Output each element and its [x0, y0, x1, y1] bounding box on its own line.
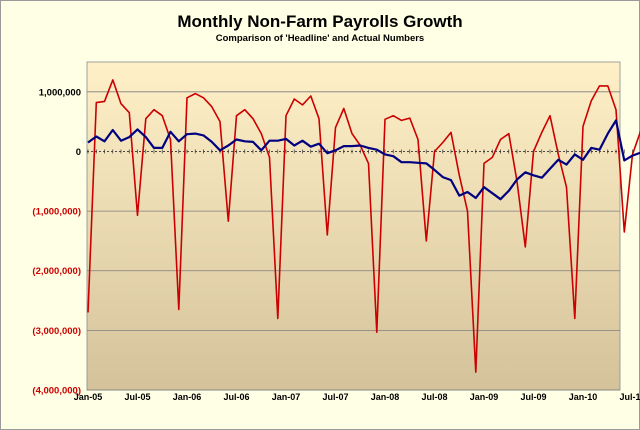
- y-tick-label: 0: [76, 147, 81, 158]
- chart-subtitle: Comparison of 'Headline' and Actual Numb…: [215, 33, 425, 44]
- y-tick-label: (2,000,000): [32, 266, 81, 277]
- gridlines: [87, 91, 620, 391]
- x-tick-label: Jul-06: [223, 392, 249, 402]
- y-tick-label: 1,000,000: [39, 87, 81, 98]
- y-axis-ticks: 1,000,000 0 (1,000,000) (2,000,000) (3,000,0…: [32, 87, 81, 396]
- x-tick-label: Jan-09: [470, 392, 499, 402]
- x-tick-label: Jul-10: [619, 392, 640, 402]
- x-tick-label: Jul-05: [124, 392, 150, 402]
- y-tick-label: (4,000,000): [32, 386, 81, 397]
- series-line-red: [87, 79, 640, 373]
- y-tick-label: (3,000,000): [32, 326, 81, 337]
- x-tick-label: Jan-06: [173, 392, 202, 402]
- series-lines: [87, 79, 640, 373]
- x-axis-ticks: Jan-05 Jul-05 Jan-06 Jul-06 Jan-07 Jul-07 Jan-…: [74, 392, 640, 402]
- x-tick-label: Jan-08: [371, 392, 400, 402]
- chart-title: Monthly Non-Farm Payrolls Growth: [177, 12, 463, 31]
- x-tick-label: Jul-07: [322, 392, 348, 402]
- x-tick-label: Jan-10: [569, 392, 598, 402]
- x-tick-label: Jul-08: [421, 392, 447, 402]
- x-tick-label: Jan-07: [272, 392, 301, 402]
- x-tick-label: Jul-09: [520, 392, 546, 402]
- plot-area: [86, 61, 621, 391]
- y-tick-label: (1,000,000): [32, 207, 81, 218]
- series-line-blue: [87, 119, 640, 201]
- x-tick-label: Jan-05: [74, 392, 103, 402]
